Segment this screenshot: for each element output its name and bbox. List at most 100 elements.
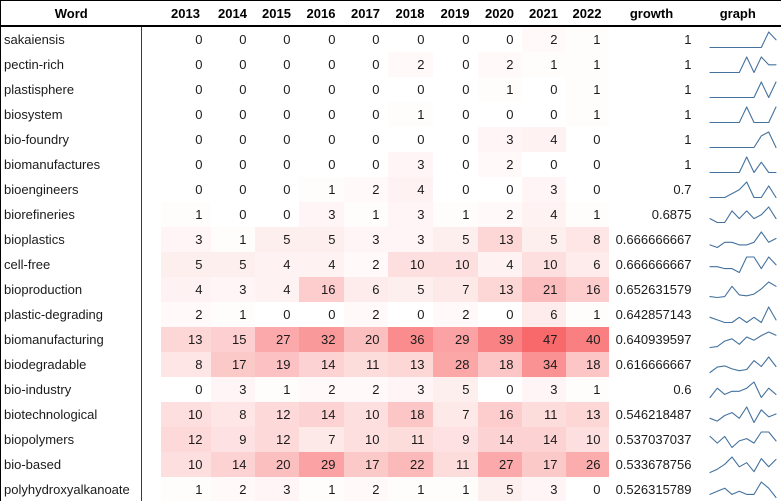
sparkline-cell[interactable] bbox=[694, 377, 781, 402]
year-value-cell-2020[interactable]: 27 bbox=[477, 452, 522, 477]
year-value-cell-2021[interactable]: 14 bbox=[521, 427, 566, 452]
year-value-cell-2018[interactable]: 36 bbox=[387, 327, 433, 352]
year-value-cell-2016[interactable]: 0 bbox=[298, 26, 344, 52]
year-value-cell-2017[interactable]: 11 bbox=[343, 352, 388, 377]
year-value-cell-2020[interactable]: 2 bbox=[477, 152, 522, 177]
year-value-cell-2013[interactable]: 2 bbox=[160, 302, 211, 327]
year-value-cell-2016[interactable]: 2 bbox=[298, 377, 344, 402]
year-value-cell-2019[interactable]: 2 bbox=[432, 302, 478, 327]
year-value-cell-2014[interactable]: 0 bbox=[210, 202, 255, 227]
year-value-cell-2013[interactable]: 0 bbox=[160, 52, 211, 77]
year-value-cell-2019[interactable]: 1 bbox=[432, 202, 478, 227]
sparkline-cell[interactable] bbox=[694, 252, 781, 277]
year-value-cell-2019[interactable]: 9 bbox=[432, 427, 478, 452]
year-value-cell-2022[interactable]: 0 bbox=[565, 477, 609, 501]
word-cell[interactable]: bio-foundry bbox=[0, 127, 142, 152]
year-value-cell-2022[interactable]: 1 bbox=[565, 102, 609, 127]
year-value-cell-2013[interactable]: 3 bbox=[160, 227, 211, 252]
word-cell[interactable]: biotechnological bbox=[0, 402, 142, 427]
year-value-cell-2019[interactable]: 1 bbox=[432, 477, 478, 501]
word-cell[interactable]: biopolymers bbox=[0, 427, 142, 452]
year-value-cell-2022[interactable]: 13 bbox=[565, 402, 609, 427]
word-cell[interactable]: biosystem bbox=[0, 102, 142, 127]
year-value-cell-2013[interactable]: 0 bbox=[160, 77, 211, 102]
year-value-cell-2016[interactable]: 0 bbox=[298, 77, 344, 102]
year-value-cell-2017[interactable]: 0 bbox=[343, 127, 388, 152]
year-value-cell-2014[interactable]: 0 bbox=[210, 127, 255, 152]
sparkline-cell[interactable] bbox=[694, 327, 781, 352]
year-value-cell-2014[interactable]: 0 bbox=[210, 102, 255, 127]
column-header-graph[interactable]: graph bbox=[694, 0, 781, 27]
sparkline-cell[interactable] bbox=[694, 227, 781, 252]
column-header-year-2014[interactable]: 2014 bbox=[210, 0, 255, 27]
column-header-word[interactable]: Word bbox=[0, 0, 142, 27]
year-value-cell-2022[interactable]: 1 bbox=[565, 26, 609, 52]
year-value-cell-2018[interactable]: 0 bbox=[387, 77, 433, 102]
year-value-cell-2018[interactable]: 2 bbox=[387, 52, 433, 77]
word-cell[interactable]: bioproduction bbox=[0, 277, 142, 302]
year-value-cell-2016[interactable]: 3 bbox=[298, 202, 344, 227]
year-value-cell-2021[interactable]: 6 bbox=[521, 302, 566, 327]
year-value-cell-2020[interactable]: 0 bbox=[477, 102, 522, 127]
year-value-cell-2019[interactable]: 0 bbox=[432, 102, 478, 127]
year-value-cell-2019[interactable]: 0 bbox=[432, 52, 478, 77]
word-cell[interactable]: bio-industry bbox=[0, 377, 142, 402]
year-value-cell-2020[interactable]: 2 bbox=[477, 52, 522, 77]
year-value-cell-2022[interactable]: 0 bbox=[565, 152, 609, 177]
year-value-cell-2017[interactable]: 0 bbox=[343, 52, 388, 77]
year-value-cell-2016[interactable]: 0 bbox=[298, 102, 344, 127]
year-value-cell-2020[interactable]: 39 bbox=[477, 327, 522, 352]
word-cell[interactable]: bio-based bbox=[0, 452, 142, 477]
word-cell[interactable]: biomanufacturing bbox=[0, 327, 142, 352]
year-value-cell-2019[interactable]: 0 bbox=[432, 77, 478, 102]
sparkline-cell[interactable] bbox=[694, 26, 781, 52]
year-value-cell-2022[interactable]: 8 bbox=[565, 227, 609, 252]
year-value-cell-2021[interactable]: 1 bbox=[521, 52, 566, 77]
year-value-cell-2013[interactable]: 8 bbox=[160, 352, 211, 377]
year-value-cell-2014[interactable]: 0 bbox=[210, 26, 255, 52]
word-cell[interactable]: sakaiensis bbox=[0, 26, 142, 52]
year-value-cell-2015[interactable]: 4 bbox=[254, 277, 299, 302]
year-value-cell-2020[interactable]: 13 bbox=[477, 277, 522, 302]
growth-cell[interactable]: 0.6 bbox=[608, 377, 695, 402]
year-value-cell-2015[interactable]: 3 bbox=[254, 477, 299, 501]
year-value-cell-2015[interactable]: 0 bbox=[254, 26, 299, 52]
year-value-cell-2021[interactable]: 10 bbox=[521, 252, 566, 277]
column-header-year-2013[interactable]: 2013 bbox=[160, 0, 211, 27]
year-value-cell-2013[interactable]: 12 bbox=[160, 427, 211, 452]
year-value-cell-2017[interactable]: 0 bbox=[343, 77, 388, 102]
year-value-cell-2017[interactable]: 1 bbox=[343, 202, 388, 227]
growth-cell[interactable]: 0.642857143 bbox=[608, 302, 695, 327]
year-value-cell-2021[interactable]: 4 bbox=[521, 202, 566, 227]
growth-cell[interactable]: 1 bbox=[608, 77, 695, 102]
year-value-cell-2022[interactable]: 6 bbox=[565, 252, 609, 277]
year-value-cell-2015[interactable]: 0 bbox=[254, 127, 299, 152]
year-value-cell-2018[interactable]: 0 bbox=[387, 302, 433, 327]
column-header-year-2021[interactable]: 2021 bbox=[521, 0, 566, 27]
year-value-cell-2017[interactable]: 2 bbox=[343, 377, 388, 402]
growth-cell[interactable]: 0.526315789 bbox=[608, 477, 695, 501]
year-value-cell-2016[interactable]: 1 bbox=[298, 177, 344, 202]
year-value-cell-2015[interactable]: 12 bbox=[254, 427, 299, 452]
word-cell[interactable]: pectin-rich bbox=[0, 52, 142, 77]
year-value-cell-2018[interactable]: 0 bbox=[387, 26, 433, 52]
year-value-cell-2021[interactable]: 47 bbox=[521, 327, 566, 352]
year-value-cell-2021[interactable]: 4 bbox=[521, 127, 566, 152]
year-value-cell-2021[interactable]: 11 bbox=[521, 402, 566, 427]
year-value-cell-2017[interactable]: 10 bbox=[343, 402, 388, 427]
year-value-cell-2015[interactable]: 4 bbox=[254, 252, 299, 277]
column-header-growth[interactable]: growth bbox=[608, 0, 695, 27]
year-value-cell-2016[interactable]: 7 bbox=[298, 427, 344, 452]
year-value-cell-2019[interactable]: 0 bbox=[432, 127, 478, 152]
year-value-cell-2016[interactable]: 4 bbox=[298, 252, 344, 277]
year-value-cell-2016[interactable]: 16 bbox=[298, 277, 344, 302]
growth-cell[interactable]: 1 bbox=[608, 152, 695, 177]
year-value-cell-2013[interactable]: 0 bbox=[160, 102, 211, 127]
year-value-cell-2016[interactable]: 29 bbox=[298, 452, 344, 477]
year-value-cell-2014[interactable]: 2 bbox=[210, 477, 255, 501]
year-value-cell-2016[interactable]: 0 bbox=[298, 152, 344, 177]
year-value-cell-2018[interactable]: 18 bbox=[387, 402, 433, 427]
sparkline-cell[interactable] bbox=[694, 52, 781, 77]
growth-cell[interactable]: 0.6875 bbox=[608, 202, 695, 227]
year-value-cell-2013[interactable]: 13 bbox=[160, 327, 211, 352]
